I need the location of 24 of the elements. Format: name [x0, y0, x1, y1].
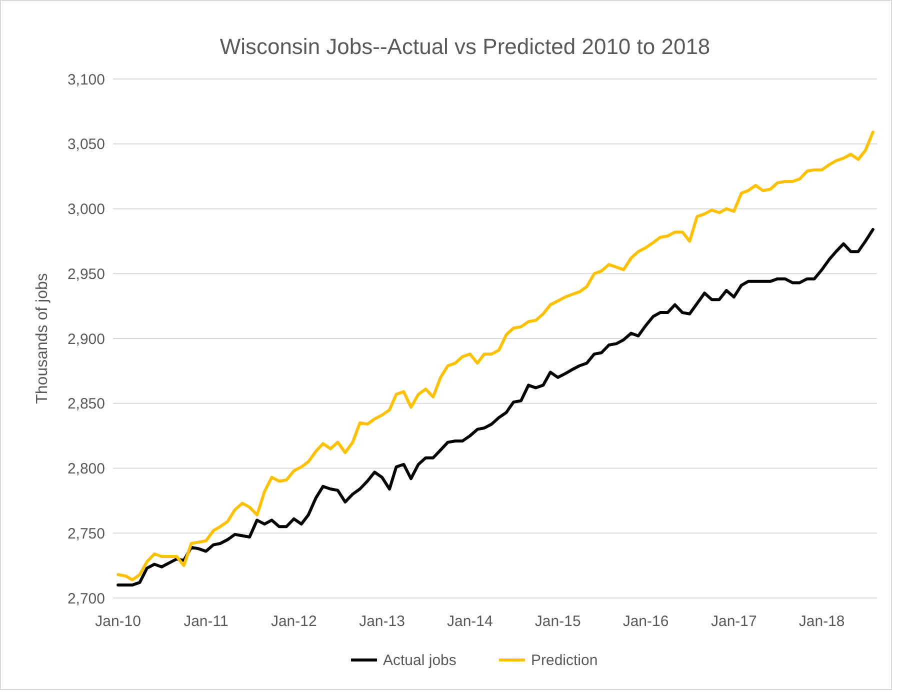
y-tick-label: 2,800 [67, 460, 105, 478]
legend-label: Actual jobs [383, 652, 456, 669]
y-tick-label: 3,050 [67, 136, 105, 154]
y-tick-label: 2,850 [67, 396, 105, 413]
legend-label: Prediction [531, 652, 598, 669]
x-tick-label: Jan-17 [710, 613, 757, 630]
line-series [116, 228, 874, 587]
y-tick-label: 3,100 [67, 71, 105, 88]
y-tick-label: 2,900 [67, 330, 105, 348]
y-tick-label: 3,000 [67, 201, 105, 218]
x-tick-label: Jan-14 [447, 613, 493, 630]
x-tick-label: Jan-15 [534, 613, 581, 630]
x-tick-label: Jan-18 [798, 613, 845, 630]
x-tick-label: Jan-16 [622, 613, 669, 630]
x-tick-label: Jan-10 [95, 613, 141, 630]
line-series [116, 130, 874, 582]
x-tick-label: Jan-12 [270, 613, 317, 630]
x-tick-label: Jan-11 [184, 613, 228, 630]
x-tick-label: Jan-13 [359, 613, 405, 630]
y-tick-label: 2,700 [67, 590, 105, 608]
y-tick-label: 2,750 [67, 525, 105, 542]
y-tick-label: 2,950 [67, 266, 105, 283]
chart-title: Wisconsin Jobs--Actual vs Predicted 2010 to 2018 [220, 34, 710, 59]
y-axis-title: Thousands of jobs [34, 273, 51, 404]
